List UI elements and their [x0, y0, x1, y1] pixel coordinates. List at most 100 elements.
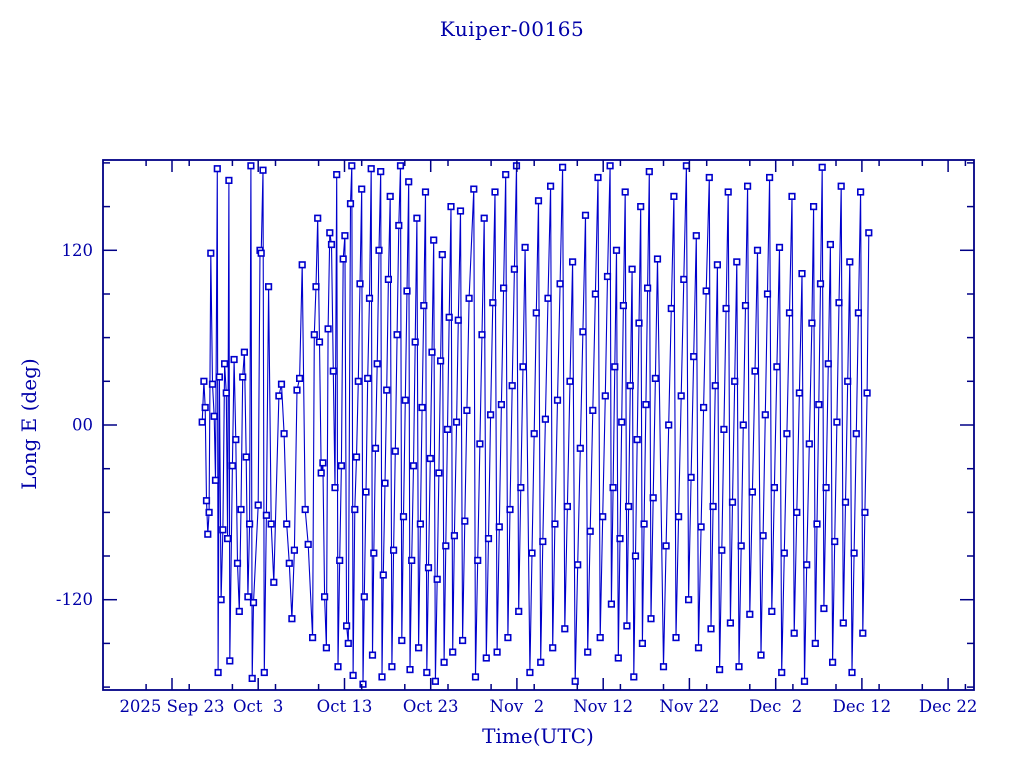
chart-title: Kuiper-00165 — [439, 17, 585, 41]
data-point — [778, 668, 786, 677]
data-point — [674, 513, 683, 521]
data-point — [713, 261, 721, 269]
data-point — [813, 520, 821, 528]
data-point — [731, 377, 739, 385]
data-point — [388, 663, 396, 671]
data-point — [606, 162, 614, 170]
data-point — [414, 644, 423, 652]
data-point — [447, 203, 455, 211]
data-point — [489, 299, 497, 307]
data-point — [320, 593, 329, 601]
data-point — [352, 453, 361, 461]
data-line — [201, 165, 870, 685]
data-point — [221, 360, 229, 368]
data-point — [822, 483, 830, 492]
data-point — [349, 671, 357, 679]
data-point — [863, 389, 871, 397]
data-point — [607, 600, 615, 608]
data-point — [293, 386, 301, 394]
data-point — [198, 418, 206, 426]
data-point — [491, 188, 499, 196]
data-point — [257, 249, 265, 257]
data-point — [528, 549, 536, 557]
data-point — [208, 380, 217, 388]
data-point — [839, 619, 847, 627]
data-point — [411, 338, 419, 346]
data-point — [499, 284, 508, 292]
data-point — [846, 258, 854, 266]
data-point — [833, 418, 841, 426]
data-point — [403, 287, 411, 295]
data-point — [645, 168, 653, 176]
data-point — [232, 435, 240, 444]
data-point — [544, 294, 552, 302]
data-point — [204, 530, 212, 538]
data-point — [398, 636, 406, 645]
x-tick-label: Dec 2 — [749, 697, 802, 716]
data-point — [348, 162, 356, 170]
data-point — [381, 479, 389, 487]
data-point — [761, 411, 769, 419]
data-point — [202, 497, 211, 505]
data-point — [553, 396, 562, 404]
data-point — [803, 561, 811, 569]
data-point — [356, 280, 364, 288]
data-point — [396, 162, 405, 170]
data-point — [687, 473, 695, 482]
data-point — [456, 207, 465, 215]
data-point — [327, 240, 336, 249]
data-point — [377, 168, 385, 176]
data-point — [628, 265, 636, 273]
data-point — [290, 546, 299, 554]
data-point — [322, 644, 331, 652]
data-point — [470, 185, 478, 193]
data-point — [609, 483, 617, 492]
data-point — [530, 430, 538, 438]
data-point — [773, 363, 781, 371]
data-point — [435, 469, 443, 477]
data-point — [811, 639, 819, 647]
data-point — [630, 673, 638, 681]
tick-marks — [103, 160, 974, 690]
data-point — [333, 171, 341, 179]
data-point — [623, 622, 631, 630]
data-point — [596, 633, 604, 642]
data-point — [285, 559, 293, 567]
data-point — [201, 403, 209, 412]
data-point — [375, 246, 383, 254]
data-point — [346, 200, 355, 208]
data-point — [317, 469, 325, 477]
data-series — [198, 162, 873, 688]
x-tick-label: Dec 22 — [919, 697, 977, 716]
data-point — [430, 236, 438, 244]
data-point — [211, 476, 220, 484]
data-point — [235, 607, 243, 615]
data-point — [304, 540, 312, 548]
data-point — [240, 348, 249, 356]
data-point — [310, 331, 318, 339]
data-point — [633, 435, 641, 444]
data-point — [718, 546, 726, 554]
y-tick-label: 00 — [72, 416, 93, 435]
data-point — [837, 182, 845, 190]
data-point — [640, 520, 648, 528]
data-point — [409, 462, 418, 470]
data-point — [384, 275, 393, 284]
data-point — [233, 559, 242, 567]
data-point — [746, 610, 754, 618]
data-point — [800, 677, 809, 685]
data-point — [612, 246, 621, 254]
data-point — [354, 377, 362, 385]
data-point — [753, 246, 762, 254]
data-point — [510, 265, 519, 273]
data-point — [493, 648, 501, 656]
data-point — [442, 542, 450, 550]
data-point — [816, 280, 825, 288]
data-point — [748, 488, 756, 496]
data-point — [337, 462, 346, 470]
x-tick-label: Oct 23 — [403, 697, 459, 716]
data-point — [808, 319, 816, 327]
data-point — [616, 534, 624, 543]
data-point — [217, 596, 225, 604]
